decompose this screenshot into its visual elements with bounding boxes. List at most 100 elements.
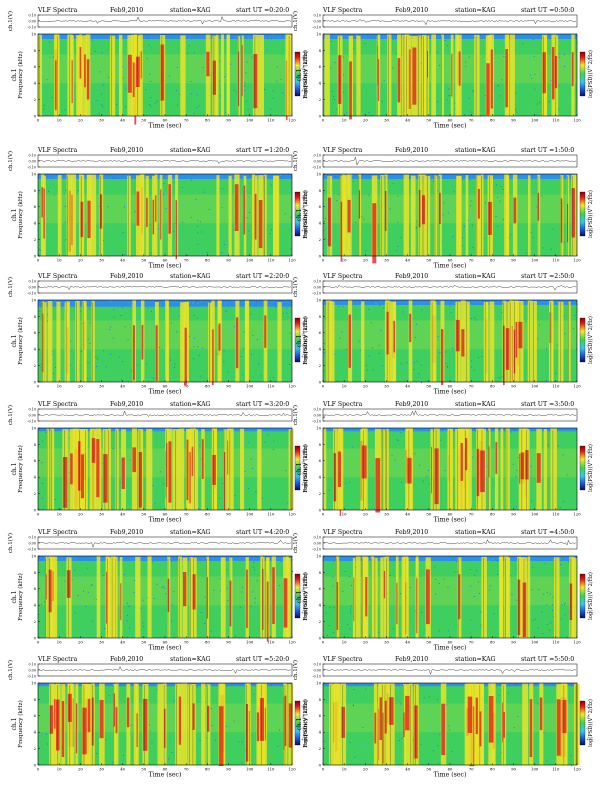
spectrogram-svg: VLF Spectra Feb9,2010 station=KAG start UT …: [7, 529, 309, 652]
spectrogram-heatmap: [322, 555, 578, 639]
chart-start-time: start UT =5:50:0: [521, 656, 574, 663]
y-tick-label: 2: [319, 363, 322, 368]
waveform-trace: -0.10 0.00 0.10: [27, 407, 293, 423]
colorbar-tick-label: -3: [301, 601, 304, 604]
spectrogram-heatmap: [322, 33, 578, 120]
x-tick-label: 100: [246, 767, 254, 772]
spectrogram-svg: VLF Spectra Feb9,2010 station=KAG start UT …: [292, 147, 594, 270]
trace-tick-label: 0.00: [313, 285, 321, 289]
y-tick-label: 0: [34, 379, 37, 384]
x-tick-label: 70: [469, 767, 474, 772]
x-tick-label: 100: [246, 512, 254, 517]
y-axis-label: Frequency (kHz): [302, 573, 309, 621]
trace-tick-label: 0.00: [28, 19, 36, 23]
x-tick-label: 10: [57, 512, 62, 517]
trace-tick-label: -0.10: [27, 419, 36, 423]
y-tick-label: 10: [316, 31, 321, 36]
colorbar-tick-label: -2: [586, 717, 589, 720]
x-tick-label: 40: [120, 384, 125, 389]
y-tick-label: 8: [319, 442, 322, 447]
colorbar-tick-label: -4: [586, 484, 589, 487]
waveform-trace: -0.10 0.00 0.10: [27, 13, 293, 29]
x-tick-label: 40: [405, 118, 410, 123]
x-tick-label: 120: [573, 384, 581, 389]
trace-tick-label: 0.00: [28, 541, 36, 545]
y-axis-label: Frequency (kHz): [302, 700, 309, 748]
y-tick-label: 4: [34, 603, 37, 608]
trace-tick-label: -0.10: [27, 165, 36, 169]
y-tick-label: 2: [34, 237, 37, 242]
colorbar-tick-label: -2: [301, 208, 304, 211]
chart-title: VLF Spectra: [37, 529, 78, 536]
colorbar-tick-label: -1: [586, 57, 589, 60]
spectrogram-panel: VLF Spectra Feb9,2010 station=KAG start UT …: [6, 655, 309, 783]
x-tick-label: 0: [37, 512, 40, 517]
trace-axis-label: ch.1(V): [7, 533, 14, 553]
y-tick-label: 2: [319, 97, 322, 102]
colorbar: -1 -2 -3 -4 log(PSD)(V^2/Hz): [579, 572, 594, 620]
x-tick-label: 120: [288, 640, 296, 645]
x-tick-label: 110: [552, 512, 560, 517]
trace-tick-label: -0.10: [312, 291, 321, 295]
colorbar-tick-label: -3: [586, 345, 589, 348]
trace-axis-label: ch.1(V): [292, 151, 299, 171]
channel-label: ch.1: [296, 69, 303, 82]
x-tick-label: 120: [288, 384, 296, 389]
chart-station: station=KAG: [455, 7, 496, 14]
x-tick-label: 110: [267, 118, 275, 123]
x-tick-label: 110: [552, 258, 560, 263]
x-tick-label: 30: [99, 640, 104, 645]
chart-start-time: start UT =3:20:0: [236, 401, 289, 408]
waveform-line: [322, 410, 576, 420]
y-tick-label: 8: [319, 570, 322, 575]
colorbar-tick-label: -2: [586, 590, 589, 593]
x-tick-label: 20: [363, 640, 368, 645]
x-tick-label: 100: [531, 258, 539, 263]
waveform-trace: -0.10 0.00 0.10: [27, 535, 293, 551]
x-tick-label: 0: [322, 640, 325, 645]
y-tick-label: 6: [34, 713, 37, 718]
x-tick-label: 0: [37, 258, 40, 263]
x-tick-label: 70: [184, 258, 189, 263]
colorbar-tick-label: -1: [586, 706, 589, 709]
trace-axis-label: ch.1(V): [7, 11, 14, 31]
x-tick-label: 60: [448, 512, 453, 517]
chart-station: station=KAG: [455, 529, 496, 536]
x-tick-label: 110: [267, 512, 275, 517]
chart-start-time: start UT =2:50:0: [521, 273, 574, 280]
chart-start-time: start UT =3:50:0: [521, 401, 574, 408]
x-tick-label: 70: [469, 640, 474, 645]
x-tick-label: 90: [511, 384, 516, 389]
y-tick-label: 2: [34, 491, 37, 496]
waveform-trace: -0.10 0.00 0.10: [312, 153, 578, 169]
chart-title: VLF Spectra: [322, 147, 363, 154]
trace-tick-label: 0.10: [28, 279, 36, 283]
colorbar-label: log(PSD)(V^2/Hz): [587, 444, 594, 492]
y-tick-label: 10: [31, 425, 36, 430]
spectrogram-panel: VLF Spectra Feb9,2010 station=KAG start UT …: [6, 6, 309, 134]
chart-title: VLF Spectra: [322, 656, 363, 663]
waveform-trace: -0.10 0.00 0.10: [312, 535, 578, 551]
x-tick-label: 40: [405, 640, 410, 645]
y-tick-label: 4: [34, 221, 37, 226]
waveform-trace: -0.10 0.00 0.10: [27, 279, 293, 295]
trace-tick-label: 0.10: [28, 535, 36, 539]
x-tick-label: 100: [246, 258, 254, 263]
spectrogram-panel: VLF Spectra Feb9,2010 station=KAG start UT …: [6, 400, 309, 528]
x-tick-label: 20: [78, 767, 83, 772]
x-tick-label: 90: [511, 258, 516, 263]
y-tick-label: 8: [34, 442, 37, 447]
x-axis-label: Time (sec): [434, 517, 467, 524]
x-tick-label: 0: [322, 118, 325, 123]
x-axis-label: Time (sec): [434, 772, 467, 779]
trace-tick-label: 0.00: [313, 668, 321, 672]
trace-tick-label: 0.10: [313, 535, 321, 539]
spectrogram-panel: VLF Spectra Feb9,2010 station=KAG start UT …: [291, 6, 594, 134]
waveform-trace: -0.10 0.00 0.10: [312, 13, 578, 29]
x-tick-label: 50: [141, 767, 146, 772]
colorbar-tick-label: -2: [586, 462, 589, 465]
colorbar-tick-label: -2: [586, 68, 589, 71]
channel-label: ch.1: [296, 335, 303, 348]
x-tick-label: 30: [99, 258, 104, 263]
